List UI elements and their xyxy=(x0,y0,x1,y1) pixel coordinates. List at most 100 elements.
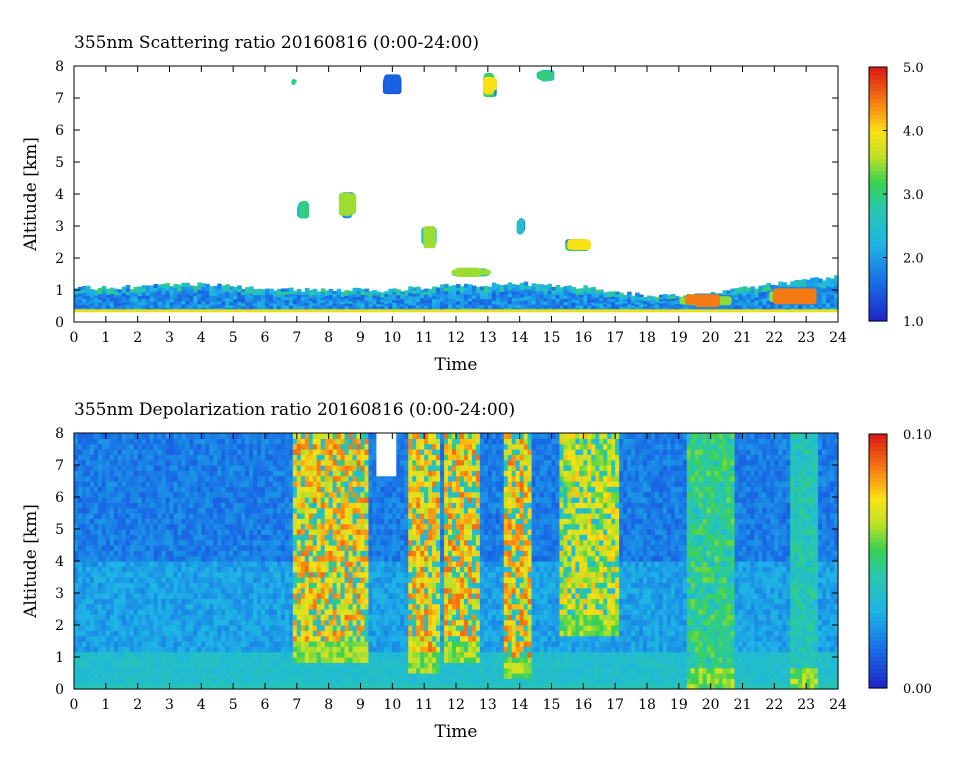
depolarization-cell xyxy=(221,571,226,578)
scattering-cell xyxy=(467,290,473,295)
depolarization-cell xyxy=(316,566,322,573)
scattering-cell xyxy=(368,298,374,302)
depolarization-cell xyxy=(268,475,274,482)
depolarization-cell xyxy=(165,481,171,487)
scattering-cell xyxy=(722,290,728,294)
depolarization-cell xyxy=(209,433,214,439)
depolarization-cell xyxy=(105,529,111,535)
depolarization-cell xyxy=(320,657,326,663)
depolarization-cell xyxy=(249,481,254,487)
depolarization-cell xyxy=(165,641,171,647)
depolarization-cell xyxy=(201,449,206,455)
depolarization-cell xyxy=(121,518,127,525)
depolarization-cell xyxy=(237,502,242,509)
depolarization-cell xyxy=(265,507,270,514)
scattering-cell xyxy=(400,301,405,305)
depolarization-cell xyxy=(125,614,131,621)
depolarization-cell xyxy=(312,571,318,578)
depolarization-cell xyxy=(209,571,214,578)
depolarization-cell xyxy=(201,438,206,445)
depolarization-cell xyxy=(284,518,290,525)
scattering-cell xyxy=(475,289,481,294)
depolarization-cell xyxy=(173,582,179,589)
depolarization-cell xyxy=(193,470,198,477)
depolarization-cell xyxy=(133,438,139,445)
depolarization-cell xyxy=(74,683,79,690)
depolarization-cell xyxy=(284,630,290,637)
depolarization-cell xyxy=(284,465,290,471)
depolarization-cell xyxy=(241,550,246,557)
depolarization-cell xyxy=(117,571,123,578)
scattering-cell xyxy=(766,296,771,301)
depolarization-cell xyxy=(193,465,198,471)
depolarization-cell xyxy=(265,678,270,685)
scattering-cell xyxy=(324,290,330,294)
scattering-cell xyxy=(392,291,397,295)
depolarization-cell xyxy=(213,475,218,482)
depolarization-cell xyxy=(97,614,103,621)
depolarization-cell xyxy=(169,497,175,503)
depolarization-cell xyxy=(117,502,123,509)
scattering-cell xyxy=(141,304,147,309)
depolarization-cell xyxy=(296,641,302,647)
depolarization-cell xyxy=(97,529,103,535)
depolarization-cell xyxy=(109,662,115,669)
scattering-cell xyxy=(551,304,557,309)
depolarization-cell xyxy=(169,555,175,562)
depolarization-cell xyxy=(300,646,306,653)
depolarization-cell xyxy=(328,598,334,605)
scattering-cell xyxy=(356,290,362,295)
depolarization-cell xyxy=(265,673,270,679)
depolarization-cell xyxy=(280,641,286,647)
scattering-cell xyxy=(169,289,175,293)
depolarization-cell xyxy=(93,577,99,583)
scattering-cell xyxy=(308,305,314,309)
depolarization-cell xyxy=(300,651,306,658)
depolarization-cell xyxy=(197,593,202,599)
depolarization-cell xyxy=(157,683,163,690)
depolarization-cell xyxy=(261,449,266,455)
depolarization-cell xyxy=(261,641,266,647)
depolarization-cell xyxy=(249,667,254,674)
depolarization-cell xyxy=(233,518,238,525)
depolarization-cell xyxy=(265,523,270,530)
depolarization-cell xyxy=(261,651,266,658)
depolarization-cell xyxy=(193,582,198,589)
depolarization-cell xyxy=(213,555,218,562)
scattering-cell xyxy=(153,294,159,299)
colorbar-swatch xyxy=(869,82,887,88)
depolarization-cell xyxy=(324,433,330,439)
scattering-cell xyxy=(818,302,823,308)
scattering-cell xyxy=(304,293,310,298)
depolarization-cell xyxy=(109,683,115,690)
colorbar-swatch xyxy=(869,273,887,278)
depolarization-cell xyxy=(217,475,222,482)
scattering-cell xyxy=(253,302,258,306)
scattering-cell xyxy=(229,286,234,290)
depolarization-cell xyxy=(169,630,175,637)
scattering-cell xyxy=(674,303,680,306)
colorbar-swatch xyxy=(869,209,887,215)
scattering-cell xyxy=(85,285,91,290)
depolarization-cell xyxy=(308,555,314,562)
depolarization-cell xyxy=(308,491,314,498)
depolarization-cell xyxy=(169,465,175,471)
depolarization-cell xyxy=(97,625,103,631)
depolarization-cell xyxy=(261,454,266,461)
depolarization-cell xyxy=(129,646,135,653)
depolarization-cell xyxy=(137,443,143,450)
depolarization-cell xyxy=(177,433,183,439)
depolarization-cell xyxy=(284,497,290,503)
scattering-cell xyxy=(77,289,83,294)
scattering-cell xyxy=(109,290,115,294)
depolarization-cell xyxy=(145,673,151,679)
scattering-cell xyxy=(197,300,202,305)
scattering-cell xyxy=(81,301,87,306)
depolarization-cell xyxy=(189,550,194,557)
depolarization-cell xyxy=(77,438,83,445)
depolarization-cell xyxy=(229,513,234,519)
depolarization-cell xyxy=(117,651,123,658)
depolarization-cell xyxy=(125,475,131,482)
depolarization-cell xyxy=(89,561,95,567)
scattering-cell xyxy=(428,288,433,293)
